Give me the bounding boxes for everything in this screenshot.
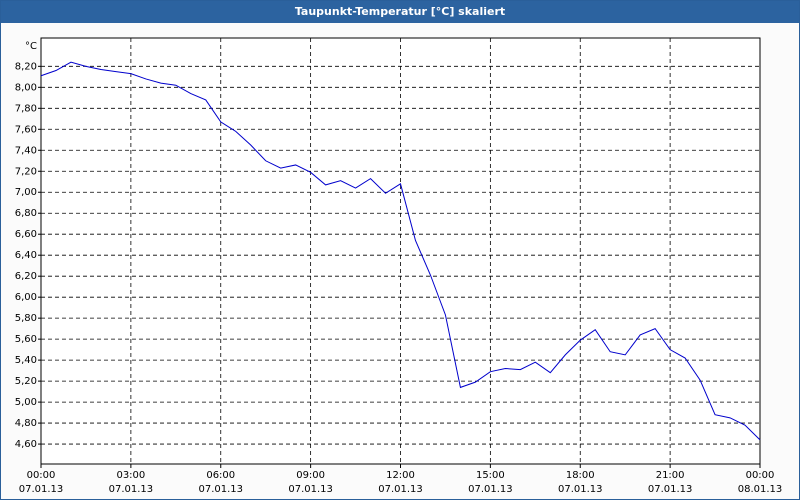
y-tick-label: 8,00 [15, 82, 37, 93]
y-tick-label: 4,80 [15, 418, 37, 429]
x-tick-label: 00:00 08.01.13 [737, 470, 783, 495]
x-tick-label: 18:00 07.01.13 [557, 470, 603, 495]
y-tick-label: 8,20 [15, 61, 37, 72]
x-tick-label: 00:00 07.01.13 [18, 470, 64, 495]
y-tick-label: 7,40 [15, 145, 37, 156]
y-tick-label: 6,40 [15, 250, 37, 261]
y-tick-label: 6,00 [15, 292, 37, 303]
title-bar: Taupunkt-Temperatur [°C] skaliert [1, 1, 799, 23]
data-line [40, 61, 761, 441]
y-tick-label: 5,80 [15, 313, 37, 324]
y-tick-label: 5,00 [15, 397, 37, 408]
x-tick-label: 06:00 07.01.13 [198, 470, 244, 495]
y-tick-label: 6,20 [15, 271, 37, 282]
y-tick-label: 5,40 [15, 355, 37, 366]
x-tick-label: 12:00 07.01.13 [378, 470, 423, 495]
x-tick-label: 03:00 07.01.13 [108, 470, 154, 495]
y-tick-label: 7,60 [15, 124, 37, 135]
y-tick-label: 5,20 [15, 376, 37, 387]
y-tick-label: 6,60 [15, 229, 37, 240]
y-tick-label: 7,20 [15, 166, 37, 177]
y-tick-label: 5,60 [15, 334, 37, 345]
x-tick-label: 09:00 07.01.13 [288, 470, 333, 495]
y-tick-label: 6,80 [15, 208, 37, 219]
x-tick-label: 21:00 07.01.13 [647, 470, 693, 495]
y-unit: °C [25, 41, 37, 52]
y-tick-label: 7,00 [15, 187, 37, 198]
y-tick-label: 7,80 [15, 103, 37, 114]
x-tick-label: 15:00 07.01.13 [468, 470, 513, 495]
y-tick-label: 4,60 [15, 439, 37, 450]
